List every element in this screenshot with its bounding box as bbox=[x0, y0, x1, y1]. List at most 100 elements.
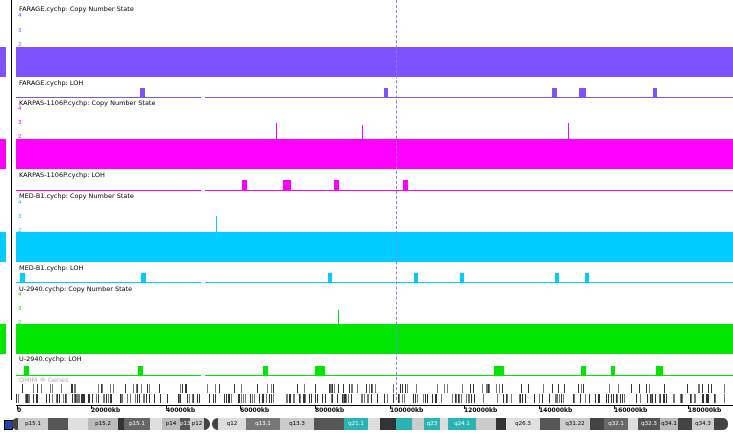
gene-feature[interactable] bbox=[98, 384, 99, 393]
gene-feature[interactable] bbox=[273, 384, 274, 393]
gene-feature[interactable] bbox=[263, 394, 264, 403]
ideogram-band[interactable]: q31.22 bbox=[560, 418, 590, 430]
gene-feature[interactable] bbox=[486, 384, 487, 393]
gene-feature[interactable] bbox=[325, 394, 326, 403]
gene-feature[interactable] bbox=[57, 394, 58, 403]
gene-feature[interactable] bbox=[489, 384, 490, 393]
gene-feature[interactable] bbox=[423, 394, 424, 403]
gene-feature[interactable] bbox=[121, 394, 122, 403]
gene-feature[interactable] bbox=[266, 394, 267, 403]
loh-segment[interactable] bbox=[653, 88, 657, 97]
gene-feature[interactable] bbox=[139, 394, 140, 403]
gene-feature[interactable] bbox=[16, 394, 17, 403]
gene-feature[interactable] bbox=[33, 394, 34, 403]
loh-segment[interactable] bbox=[611, 366, 615, 375]
gene-feature[interactable] bbox=[351, 394, 352, 403]
gene-feature[interactable] bbox=[226, 394, 227, 403]
gene-feature[interactable] bbox=[371, 384, 372, 393]
ideogram-band[interactable] bbox=[150, 418, 162, 430]
gene-feature[interactable] bbox=[585, 394, 586, 403]
gene-feature[interactable] bbox=[83, 394, 84, 403]
gene-feature[interactable] bbox=[703, 394, 704, 403]
ideogram-band[interactable]: p14 bbox=[162, 418, 180, 430]
gene-feature[interactable] bbox=[41, 384, 42, 393]
gene-feature[interactable] bbox=[304, 394, 305, 403]
ideogram-band[interactable] bbox=[368, 418, 380, 430]
position-cursor-line[interactable] bbox=[396, 0, 397, 400]
gene-feature[interactable] bbox=[432, 394, 433, 403]
gene-feature[interactable] bbox=[659, 394, 660, 403]
gene-feature[interactable] bbox=[252, 394, 253, 403]
gene-feature[interactable] bbox=[213, 394, 214, 403]
gene-feature[interactable] bbox=[436, 394, 437, 403]
gene-feature[interactable] bbox=[215, 394, 216, 403]
gene-feature[interactable] bbox=[631, 384, 632, 393]
gene-feature[interactable] bbox=[622, 394, 623, 403]
gene-feature[interactable] bbox=[178, 394, 179, 403]
gene-feature[interactable] bbox=[271, 384, 272, 393]
gene-feature[interactable] bbox=[368, 394, 369, 403]
gene-feature[interactable] bbox=[702, 394, 703, 403]
ideogram-band[interactable] bbox=[118, 418, 124, 430]
loh-segment[interactable] bbox=[315, 366, 325, 375]
gene-feature[interactable] bbox=[293, 394, 294, 403]
loh-segment[interactable] bbox=[283, 180, 291, 190]
gene-feature[interactable] bbox=[351, 384, 352, 393]
gene-feature[interactable] bbox=[599, 394, 600, 403]
ideogram-band[interactable]: q26.3 bbox=[506, 418, 540, 430]
gene-feature[interactable] bbox=[520, 394, 521, 403]
gene-feature[interactable] bbox=[425, 394, 426, 403]
gene-feature[interactable] bbox=[435, 394, 436, 403]
gene-feature[interactable] bbox=[698, 384, 699, 393]
gene-feature[interactable] bbox=[521, 384, 522, 393]
loh-segment[interactable] bbox=[494, 366, 504, 375]
gene-feature[interactable] bbox=[289, 394, 290, 403]
gene-feature[interactable] bbox=[154, 394, 155, 403]
gene-feature[interactable] bbox=[377, 394, 378, 403]
gene-feature[interactable] bbox=[102, 384, 103, 393]
ideogram-band[interactable] bbox=[476, 418, 496, 430]
gene-feature[interactable] bbox=[640, 394, 641, 403]
ideogram-band[interactable] bbox=[540, 418, 560, 430]
ideogram-band[interactable]: q34.3 bbox=[692, 418, 714, 430]
ideogram-band[interactable] bbox=[380, 418, 396, 430]
gene-feature[interactable] bbox=[186, 384, 187, 393]
gene-feature[interactable] bbox=[273, 394, 274, 403]
gene-feature[interactable] bbox=[74, 384, 75, 393]
gene-feature[interactable] bbox=[647, 394, 648, 403]
loh-segment[interactable] bbox=[579, 88, 586, 97]
loh-segment[interactable] bbox=[555, 273, 559, 282]
gene-feature[interactable] bbox=[50, 384, 51, 393]
gene-feature[interactable] bbox=[519, 394, 520, 403]
gene-feature[interactable] bbox=[437, 384, 438, 393]
ideogram-band[interactable] bbox=[68, 418, 88, 430]
gene-feature[interactable] bbox=[393, 384, 394, 393]
gene-feature[interactable] bbox=[400, 384, 401, 393]
gene-feature[interactable] bbox=[120, 394, 121, 403]
ideogram-band[interactable]: q13.1 bbox=[246, 418, 280, 430]
gene-feature[interactable] bbox=[708, 384, 709, 393]
ideogram-band[interactable] bbox=[396, 418, 412, 430]
loh-segment[interactable] bbox=[460, 273, 464, 282]
gene-feature[interactable] bbox=[82, 394, 83, 403]
copy-number-band[interactable] bbox=[16, 47, 733, 77]
gene-feature[interactable] bbox=[180, 394, 181, 403]
gene-feature[interactable] bbox=[78, 394, 79, 403]
gene-feature[interactable] bbox=[364, 394, 365, 403]
gene-feature[interactable] bbox=[96, 394, 97, 403]
ideogram-band[interactable]: p13 bbox=[180, 418, 190, 430]
gene-feature[interactable] bbox=[534, 394, 535, 403]
gene-feature[interactable] bbox=[690, 394, 691, 403]
gene-feature[interactable] bbox=[583, 384, 584, 393]
gene-feature[interactable] bbox=[646, 384, 647, 393]
gene-feature[interactable] bbox=[37, 384, 38, 393]
gene-feature[interactable] bbox=[101, 384, 102, 393]
ideogram-band[interactable] bbox=[440, 418, 448, 430]
gene-feature[interactable] bbox=[618, 384, 619, 393]
gene-feature[interactable] bbox=[455, 394, 456, 403]
gene-feature[interactable] bbox=[133, 384, 134, 393]
gene-feature[interactable] bbox=[332, 394, 333, 403]
gene-feature[interactable] bbox=[528, 384, 529, 393]
gene-feature[interactable] bbox=[488, 384, 489, 393]
gene-feature[interactable] bbox=[167, 394, 168, 403]
